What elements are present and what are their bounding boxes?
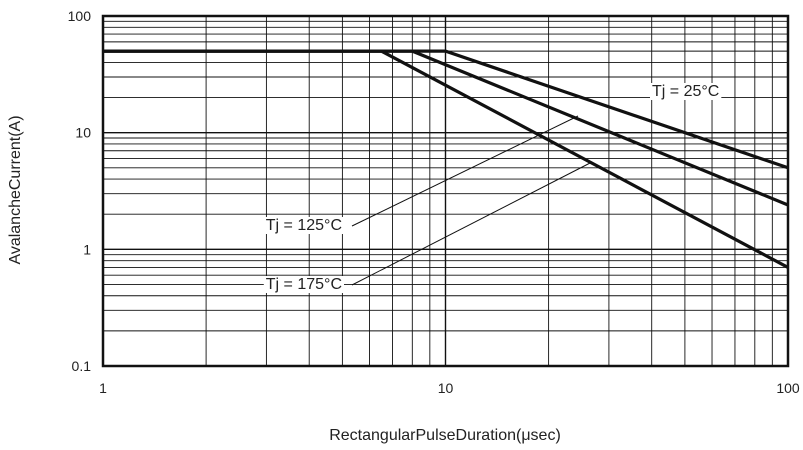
x-axis-label: RectangularPulseDuration(μsec) [329, 427, 561, 444]
x-tick-label: 10 [438, 380, 454, 396]
series-label-1: Tj = 25°C [652, 83, 719, 100]
series-lines [103, 49, 789, 269]
plot-frame [101, 14, 790, 368]
series-labels: Tj = 25°C Tj = 125°C Tj = 175°C [263, 83, 722, 293]
y-tick-label: 10 [75, 125, 91, 141]
y-tick-label: 0.1 [72, 358, 92, 374]
x-tick-label: 1 [99, 380, 107, 396]
series-label-3: Tj = 175°C [266, 276, 342, 293]
series-label-2: Tj = 125°C [266, 217, 342, 234]
y-axis-label: AvalancheCurrent(A) [7, 115, 24, 264]
y-tick-label: 1 [83, 241, 91, 257]
leader-line-3 [351, 161, 593, 286]
series-label-background [263, 217, 344, 234]
series-line-3 [103, 49, 789, 269]
series-label-background [263, 276, 344, 293]
series-label-background [650, 83, 722, 100]
label-leaders [351, 115, 593, 286]
x-tick-label: 100 [776, 380, 800, 396]
leader-line-2 [351, 115, 579, 227]
grid [103, 16, 788, 366]
y-tick-label: 100 [68, 8, 92, 24]
tick-labels: 1 10 100 0.1 1 10 100 [68, 8, 800, 396]
